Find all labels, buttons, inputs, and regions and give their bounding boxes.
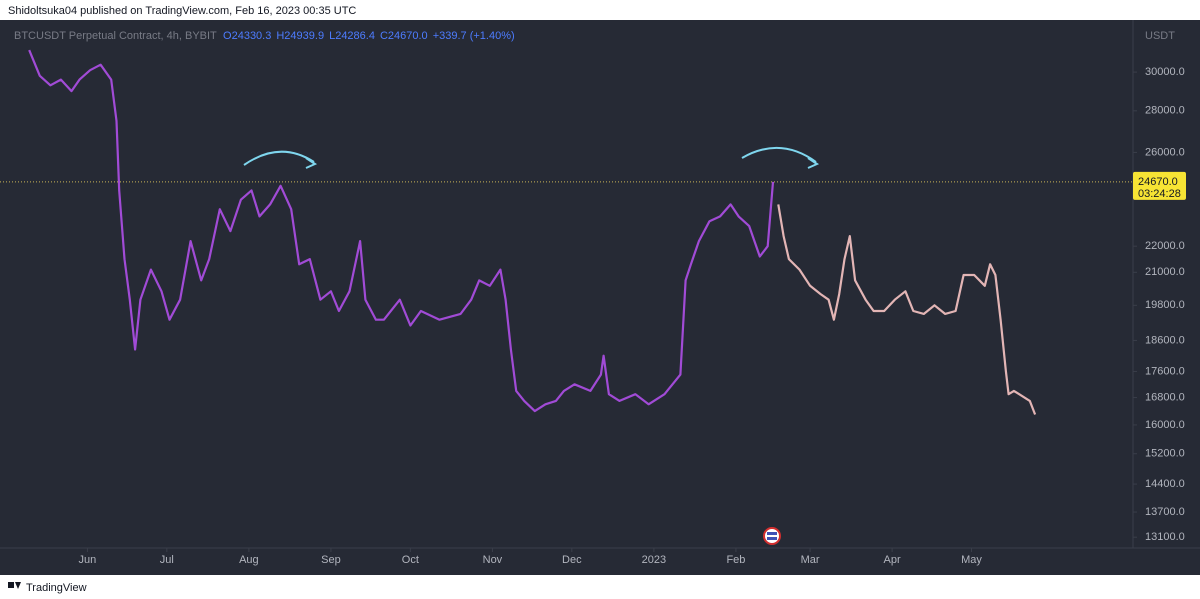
ohlc-close: C24670.0 xyxy=(380,30,428,42)
y-unit: USDT xyxy=(1145,30,1175,42)
y-tick-label: 30000.0 xyxy=(1145,66,1185,78)
x-tick-label: Apr xyxy=(884,554,901,566)
ohlc-high: H24939.9 xyxy=(276,30,324,42)
x-tick-label: May xyxy=(961,554,982,566)
event-icon xyxy=(763,527,781,545)
published-note: Shidoltsuka04 published on TradingView.c… xyxy=(8,5,356,17)
annotation-arrow xyxy=(243,150,318,169)
x-tick-label: Sep xyxy=(321,554,341,566)
x-tick-label: Nov xyxy=(483,554,503,566)
ohlc-low: L24286.4 xyxy=(329,30,375,42)
price-line xyxy=(777,204,1037,415)
y-tick-label: 18600.0 xyxy=(1145,334,1185,346)
y-tick-label: 16000.0 xyxy=(1145,419,1185,431)
x-tick-label: Jul xyxy=(160,554,174,566)
y-tick-label: 14400.0 xyxy=(1145,478,1185,490)
chart-bg xyxy=(0,20,1200,575)
y-tick-label: 26000.0 xyxy=(1145,146,1185,158)
last-price-box xyxy=(1133,171,1186,200)
x-tick-label: Oct xyxy=(402,554,419,566)
y-tick-label: 21000.0 xyxy=(1145,266,1185,278)
annotation-arrow xyxy=(741,147,820,169)
y-tick-label: 19800.0 xyxy=(1145,299,1185,311)
y-tick-label: 15200.0 xyxy=(1145,448,1185,460)
x-tick-label: Aug xyxy=(239,554,259,566)
ohlc-change: +339.7 (+1.40%) xyxy=(433,30,515,42)
y-tick-label: 13100.0 xyxy=(1145,531,1185,543)
y-tick-label: 22000.0 xyxy=(1145,240,1185,252)
price-line xyxy=(28,49,775,413)
x-tick-label: Jun xyxy=(79,554,97,566)
brand-logo xyxy=(8,582,21,589)
y-tick-label: 16800.0 xyxy=(1145,391,1185,403)
countdown: 03:24:28 xyxy=(1138,188,1181,200)
y-tick-label: 28000.0 xyxy=(1145,105,1185,117)
x-tick-label: Feb xyxy=(726,554,745,566)
ohlc-open: O24330.3 xyxy=(223,30,271,42)
x-tick-label: 2023 xyxy=(642,554,666,566)
x-tick-label: Mar xyxy=(801,554,820,566)
y-tick-label: 17600.0 xyxy=(1145,365,1185,377)
legend-header: BTCUSDT Perpetual Contract, 4h, BYBIT O2… xyxy=(14,30,515,42)
y-tick-label: 13700.0 xyxy=(1145,506,1185,518)
last-price-label: 24670.0 xyxy=(1138,176,1178,188)
symbol: BTCUSDT Perpetual Contract, 4h, BYBIT xyxy=(14,30,217,42)
brand: TradingView xyxy=(26,582,87,594)
x-tick-label: Dec xyxy=(562,554,582,566)
